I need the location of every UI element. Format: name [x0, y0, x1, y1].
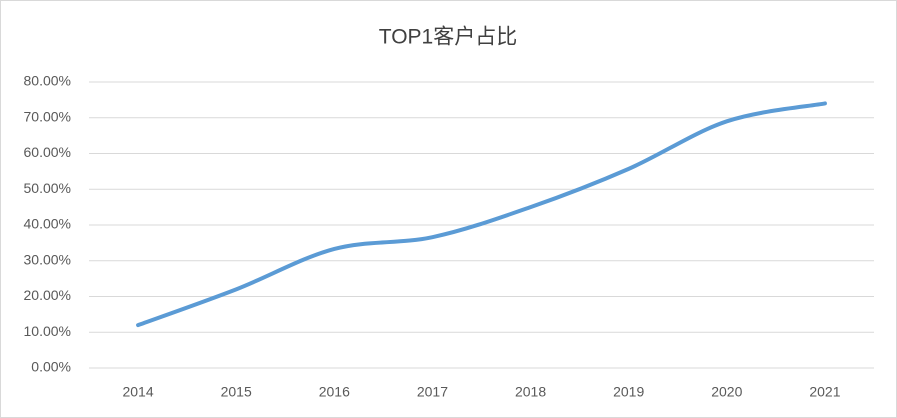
x-tick-label: 2019: [613, 384, 644, 400]
y-tick-label: 10.00%: [24, 323, 71, 339]
y-tick-label: 0.00%: [31, 359, 71, 375]
y-tick-label: 80.00%: [24, 73, 71, 89]
x-tick-label: 2020: [711, 384, 742, 400]
x-tick-label: 2021: [809, 384, 840, 400]
y-tick-label: 60.00%: [24, 144, 71, 160]
data-line: [136, 101, 827, 328]
y-tick-label: 40.00%: [24, 216, 71, 232]
x-tick-label: 2018: [515, 384, 546, 400]
y-tick-label: 70.00%: [24, 108, 71, 124]
x-tick-label: 2015: [221, 384, 252, 400]
y-tick-label: 50.00%: [24, 180, 71, 196]
chart-title: TOP1客户占比: [379, 26, 517, 49]
x-tick-label: 2017: [417, 384, 448, 400]
y-tick-label: 20.00%: [24, 287, 71, 303]
y-tick-label: 30.00%: [24, 251, 71, 267]
x-tick-label: 2014: [122, 384, 153, 400]
x-tick-label: 2016: [319, 384, 350, 400]
